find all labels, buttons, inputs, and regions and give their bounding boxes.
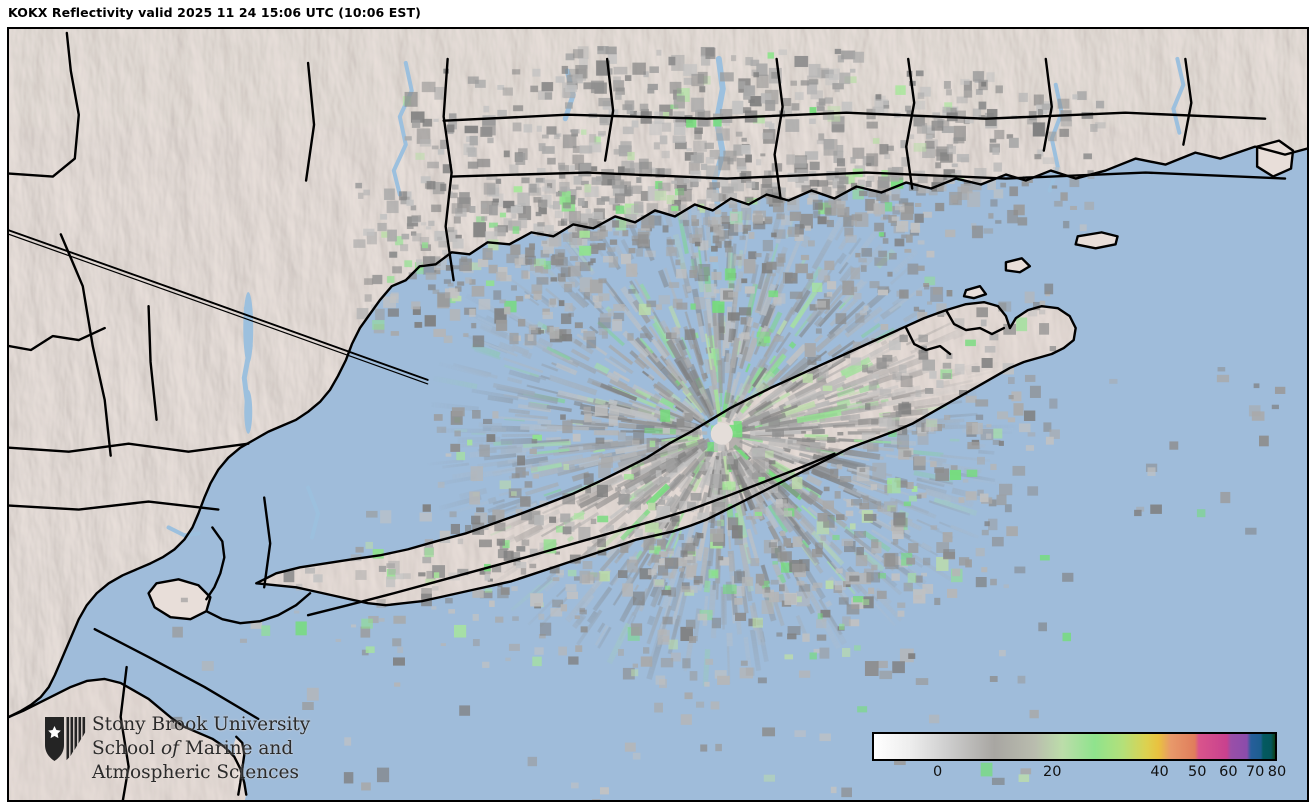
- colorbar-tick-20: 20: [1042, 764, 1062, 780]
- logo-line-3: Atmospheric Sciences: [92, 762, 299, 784]
- boundary-layer: [9, 31, 1307, 800]
- colorbar-tick-80: 80: [1267, 764, 1287, 780]
- radar-echo-spokes: [426, 187, 1019, 687]
- colorbar-tick-0: 0: [932, 764, 943, 780]
- stony-brook-logo-text: Stony Brook University School of Marine …: [92, 713, 310, 785]
- logo-line-2: School of Marine and: [92, 738, 294, 760]
- reflectivity-colorbar: 0 20 40 50 60 70 80: [865, 728, 1287, 794]
- colorbar-tick-40: 40: [1150, 764, 1169, 780]
- colorbar-gradient: [874, 734, 1275, 759]
- colorbar-ramp: [872, 732, 1277, 761]
- stony-brook-shield-icon: [45, 717, 86, 761]
- colorbar-tick-60: 60: [1219, 764, 1238, 780]
- stony-brook-logo: Stony Brook University School of Marine …: [44, 713, 314, 787]
- radar-map-frame[interactable]: [7, 27, 1309, 802]
- colorbar-tick-50: 50: [1187, 764, 1207, 780]
- page-title: KOKX Reflectivity valid 2025 11 24 15:06…: [8, 5, 421, 20]
- logo-line-1: Stony Brook University: [92, 714, 311, 735]
- radar-cone-of-silence: [710, 422, 733, 445]
- radar-map-canvas[interactable]: [9, 29, 1307, 802]
- colorbar-tick-70: 70: [1245, 764, 1265, 780]
